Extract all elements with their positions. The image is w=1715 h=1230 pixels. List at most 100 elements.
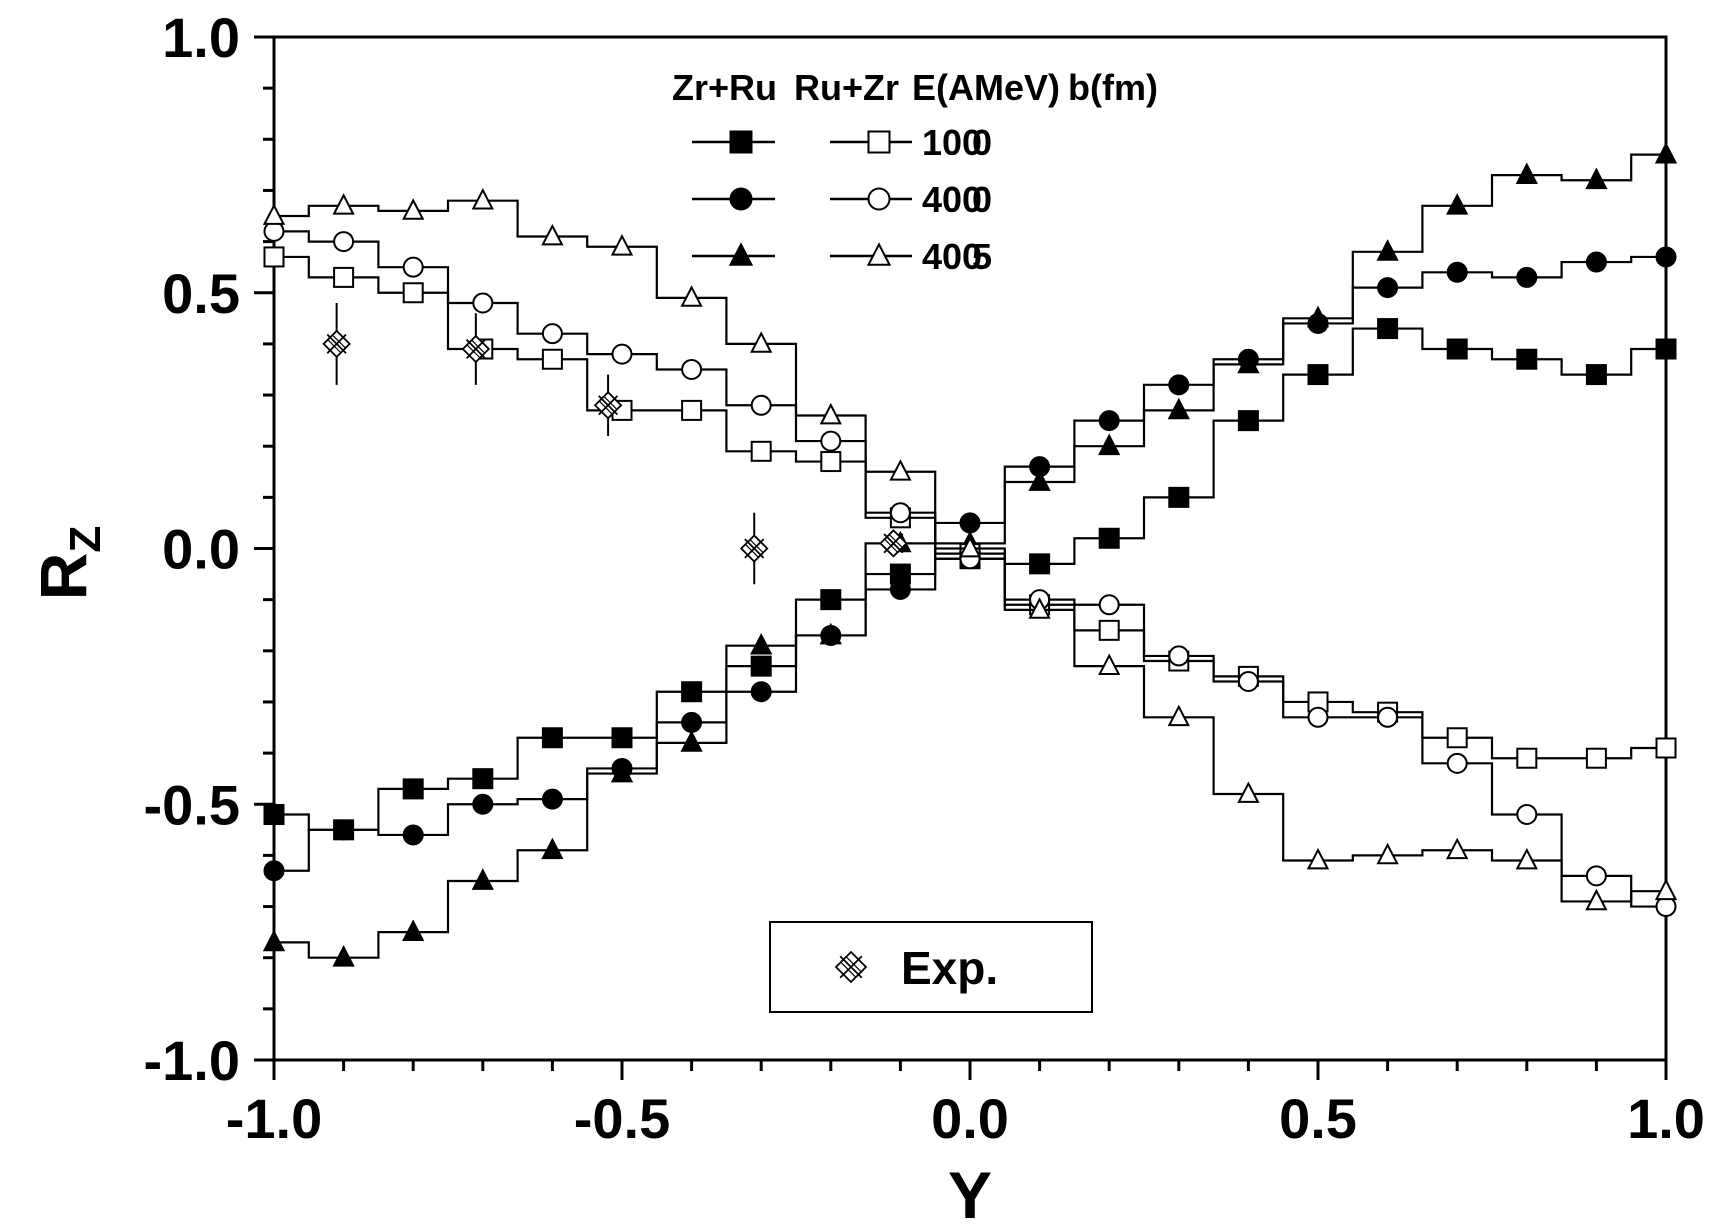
legend-header-1: Ru+Zr <box>794 67 899 108</box>
data-point <box>1376 842 1399 865</box>
exp-marker-cross <box>883 538 899 554</box>
data-point <box>1585 167 1608 190</box>
x-axis-title: Y <box>948 1158 992 1230</box>
data-point <box>889 502 911 524</box>
data-point <box>1515 162 1538 184</box>
data-point <box>1655 246 1677 268</box>
data-point <box>750 394 772 416</box>
experiment-layer <box>322 302 908 585</box>
data-point <box>1585 251 1607 273</box>
data-point <box>1237 781 1260 803</box>
data-point <box>1237 410 1259 432</box>
data-point <box>1237 670 1259 692</box>
data-point <box>1655 338 1677 360</box>
exp-marker-cross <box>749 538 765 554</box>
data-point <box>333 231 355 253</box>
y-tick-label: 0.5 <box>162 262 240 325</box>
data-point <box>1167 397 1190 420</box>
exp-legend-label: Exp. <box>901 942 998 994</box>
legend-b: 5 <box>972 236 992 277</box>
y-tick-label: 1.0 <box>162 6 240 69</box>
series-ru-zr-400-b0 <box>263 220 1677 918</box>
data-point <box>820 430 842 452</box>
exp-marker-cross <box>883 533 904 554</box>
legend-energy: 400 <box>922 179 982 220</box>
data-point <box>1098 653 1121 676</box>
legend-energy: 400 <box>922 236 982 277</box>
legend-b: 0 <box>972 179 992 220</box>
data-point <box>1585 364 1607 386</box>
exp-point <box>879 529 908 558</box>
legend-b: 0 <box>972 122 992 163</box>
y-axis-title-main: R <box>26 553 100 601</box>
data-point <box>402 778 424 800</box>
data-point <box>750 655 772 677</box>
data-point <box>1516 803 1538 825</box>
exp-marker <box>593 391 623 420</box>
data-point <box>541 223 564 246</box>
data-point <box>820 451 842 473</box>
data-point <box>402 198 425 220</box>
data-point <box>1307 364 1329 386</box>
exp-legend-marker <box>834 950 868 984</box>
exp-point <box>593 374 623 436</box>
y-axis-title-subscript: Z <box>61 526 110 553</box>
legend-marker <box>728 242 754 266</box>
y-tick-label: 0.0 <box>162 518 240 581</box>
data-point <box>1168 374 1190 396</box>
legend-header-3: b(fm) <box>1068 67 1158 108</box>
exp-marker-cross <box>326 333 347 354</box>
data-point <box>472 793 494 815</box>
data-point <box>1098 527 1120 549</box>
data-point <box>1446 261 1468 283</box>
data-point <box>1446 193 1469 215</box>
data-point <box>1377 277 1399 299</box>
data-point <box>1306 847 1330 870</box>
data-point <box>1654 878 1678 901</box>
data-point <box>610 234 634 256</box>
data-point <box>262 203 286 225</box>
data-point <box>681 681 703 703</box>
data-point <box>333 819 355 841</box>
legend-marker <box>866 242 892 266</box>
data-point <box>541 323 563 345</box>
exp-marker-cross <box>602 395 618 411</box>
exp-marker-cross <box>839 961 857 979</box>
data-point <box>1377 706 1399 728</box>
data-point <box>333 266 355 288</box>
data-point <box>332 193 355 215</box>
data-point <box>1028 597 1051 619</box>
data-point <box>472 292 494 314</box>
data-point <box>750 331 773 353</box>
data-point <box>680 730 703 752</box>
legend-energy: 100 <box>922 122 982 163</box>
exp-marker-cross <box>744 538 765 559</box>
exp-marker-cross <box>845 955 863 973</box>
legend-marker <box>867 130 891 154</box>
exp-marker-cross <box>598 400 614 416</box>
data-point <box>681 711 703 733</box>
data-point <box>1654 141 1678 164</box>
series-ru-zr-400-b5 <box>262 188 1678 911</box>
data-point <box>750 681 772 703</box>
axes-layer: -1.0 -0.5 0.0 0.5 1.0 -1.0 -0.5 0.0 0.5 1.0 <box>144 6 1705 1150</box>
exp-marker <box>461 334 491 364</box>
data-point <box>959 512 981 534</box>
data-point <box>402 256 424 278</box>
data-point <box>1446 338 1468 360</box>
data-point <box>1446 837 1469 860</box>
data-point <box>1307 706 1329 728</box>
data-point <box>819 402 842 425</box>
data-point <box>471 188 494 210</box>
legend-header-2: E(AMeV) <box>912 67 1060 108</box>
series-step-line <box>274 255 1666 760</box>
exp-marker-cross <box>888 533 904 549</box>
data-point <box>1376 239 1399 261</box>
data-point <box>332 945 355 967</box>
x-tick-label: 1.0 <box>1627 1087 1705 1150</box>
x-tick-label: 0.0 <box>931 1087 1009 1150</box>
series-zr-ru-100-b0 <box>263 318 1677 841</box>
